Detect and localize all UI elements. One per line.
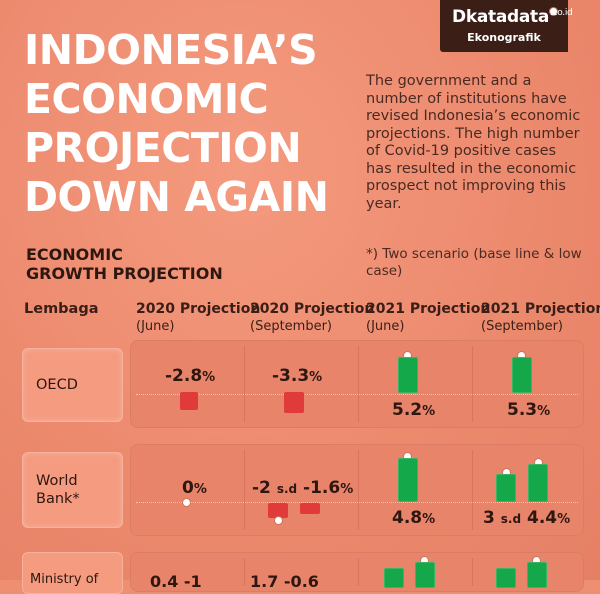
bar-negative [284,392,304,413]
column-divider [244,450,245,530]
column-header-sub: (June) [136,319,175,334]
value-unit: % [422,404,436,419]
bar-positive [527,562,547,588]
value-oecd-2021-september: 5.3% [507,400,550,420]
column-divider [358,346,359,422]
value-partial-2020-june: 0.4 -1 [150,572,202,591]
title-line: PROJECTION [24,124,302,172]
column-divider [358,450,359,530]
value-number: 0 [182,478,194,498]
column-header-title: 2020 Projection [136,301,261,317]
value-number: 4.8 [392,508,423,528]
value-oecd-2020-september: -3.3% [272,366,322,386]
institution-box-oecd [22,348,123,422]
title-line: DOWN AGAIN [24,173,329,221]
institution-label-line: Bank* [36,491,80,507]
institution-label: OECD [36,377,78,393]
value-unit: % [309,370,323,385]
page-title: INDONESIA’S ECONOMIC PROJECTION DOWN AGA… [24,26,344,222]
column-header-title: 2021 Projection [481,301,600,317]
column-divider [472,450,473,530]
column-divider [358,558,359,586]
value-world-bank-2020-september: -2 s.d -1.6% [252,478,353,498]
title-line: INDONESIA’S [24,26,318,74]
range-separator: s.d [500,512,522,526]
value-world-bank-2021-september: 3 s.d 4.4% [483,508,570,528]
value-world-bank-2020-june: 0% [182,478,207,498]
katadata-logo[interactable]: Dkatadata .co.id Ekonografik [440,0,573,52]
institution-box-world-bank [22,452,123,528]
column-header-title: 2021 Projection [366,301,491,317]
value-unit: % [340,482,354,497]
bar-positive [512,357,532,393]
column-divider [244,558,245,586]
description-text: The government and a number of instituti… [366,73,581,212]
zero-marker-dot [182,498,191,507]
column-header-title: 2020 Projection [250,301,375,317]
column-header-2021-september: 2021 Projection (September) [481,300,600,336]
column-divider [472,558,473,586]
bar-positive [398,458,418,502]
bar-negative [268,503,288,518]
column-header-sub: (September) [250,319,332,334]
section-title-line: ECONOMIC [26,245,123,264]
section-title: ECONOMIC GROWTH PROJECTION [26,245,223,283]
bar-positive [398,357,418,393]
column-header-sub: (June) [366,319,405,334]
value-number: 3 [483,508,495,528]
value-unit: % [557,512,571,527]
column-header-sub: (September) [481,319,563,334]
value-number: 5.3 [507,400,538,420]
range-separator: s.d [276,482,298,496]
logo-brand-text: katadata [465,7,550,27]
projection-row-oecd [130,340,584,428]
column-header-institution: Lembaga [24,301,99,317]
scenario-note: *) Two scenario (base line & low case) [366,246,582,279]
value-number: -3.3 [272,366,310,386]
institution-label-line: World [36,473,78,489]
bar-positive [496,568,516,588]
logo-subtitle: Ekonografik [467,31,541,44]
bar-negative [300,503,320,514]
value-number: -1.6 [303,478,341,498]
institution-label: World Bank* [36,472,80,508]
bar-negative [180,392,198,410]
value-partial-2020-september: 1.7 -0.6 [250,572,319,591]
value-unit: % [202,370,216,385]
value-unit: % [537,404,551,419]
column-header-2021-june: 2021 Projection (June) [366,300,490,336]
zero-baseline [136,502,578,503]
bar-positive [496,474,516,502]
bar-cap-dot [274,516,283,525]
value-number: -2.8 [165,366,203,386]
title-line: ECONOMIC [24,75,269,123]
value-world-bank-2021-june: 4.8% [392,508,435,528]
column-divider [244,346,245,422]
value-number: 5.2 [392,400,423,420]
bar-positive [528,464,548,502]
value-number: -2 [252,478,271,498]
logo-d-icon: D [452,7,466,27]
value-oecd-2021-june: 5.2% [392,400,435,420]
section-title-line: GROWTH PROJECTION [26,264,223,283]
bar-positive [384,568,404,588]
column-header-2020-june: 2020 Projection (June) [136,300,260,336]
logo-brand-suffix: .co.id [549,7,573,18]
logo-brand: Dkatadata .co.id [452,7,573,27]
column-divider [472,346,473,422]
zero-baseline [136,394,578,395]
column-header-2020-september: 2020 Projection (September) [250,300,374,336]
value-number: 4.4 [526,508,558,528]
value-unit: % [193,482,207,497]
bar-positive [415,562,435,588]
value-oecd-2020-june: -2.8% [165,366,215,386]
value-unit: % [422,512,436,527]
